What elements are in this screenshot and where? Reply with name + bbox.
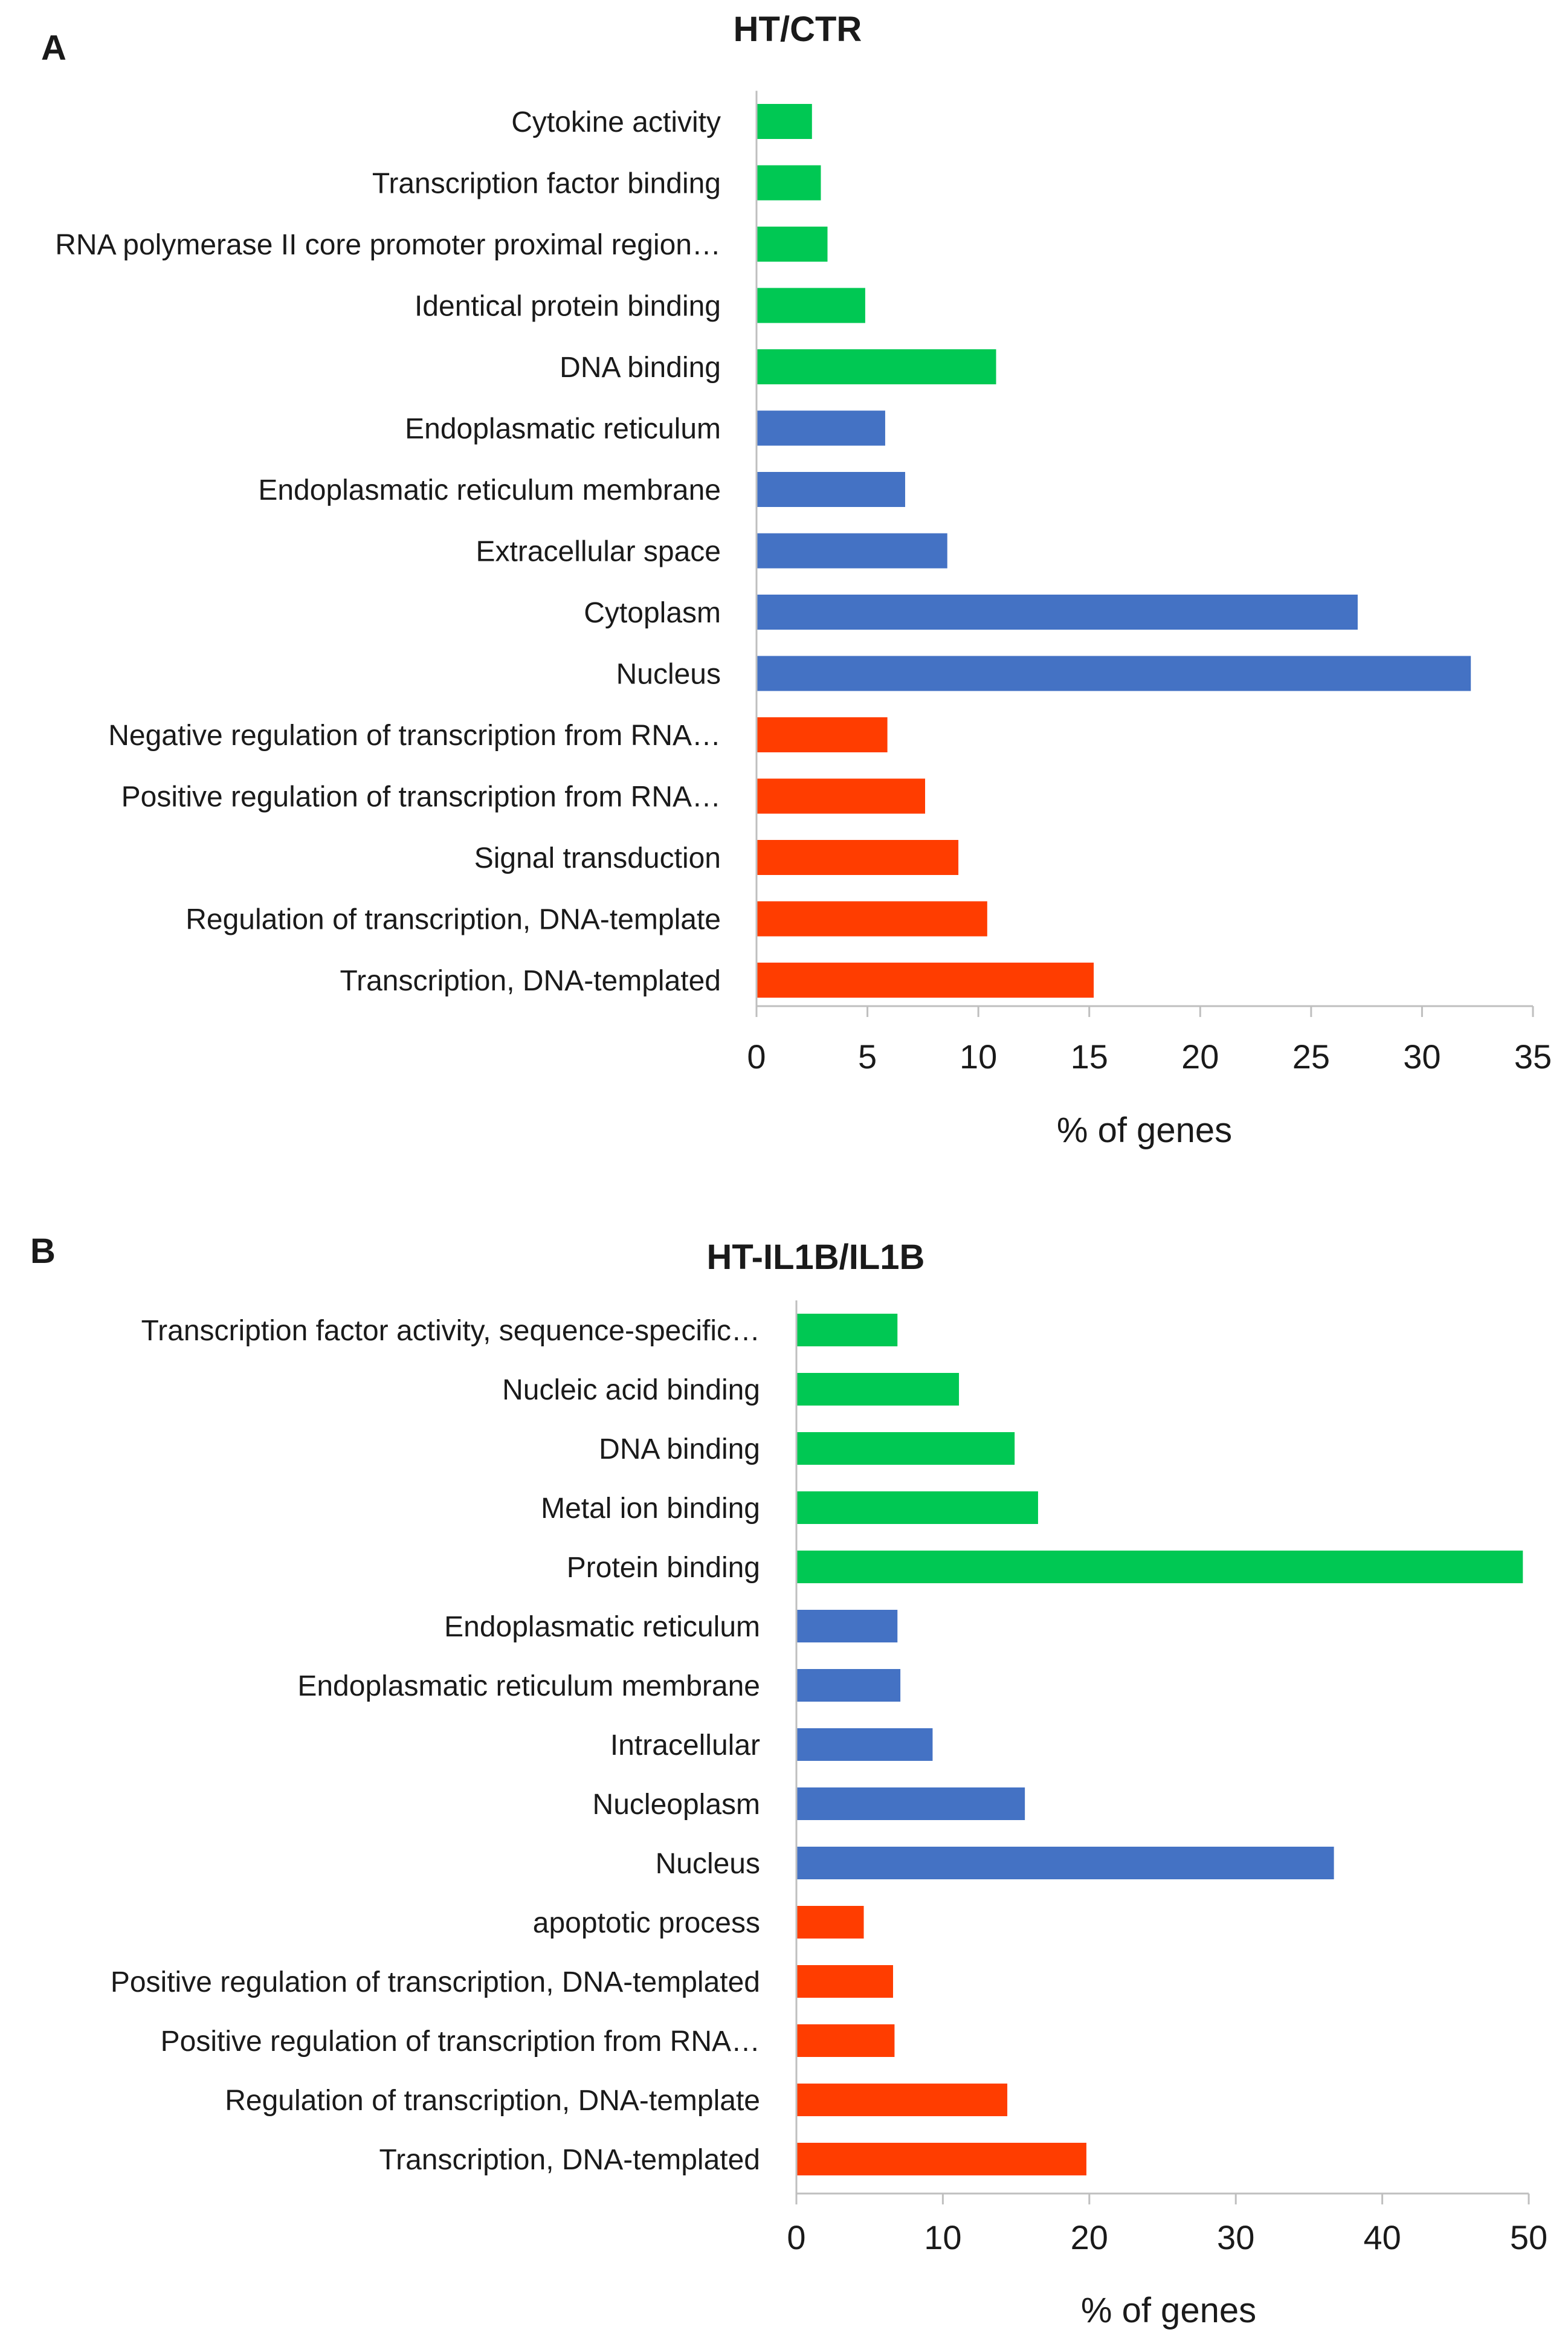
panel-a-x-tick-label: 25 — [1292, 1038, 1330, 1076]
panel-b-bar — [796, 1314, 898, 1346]
panel-a-category-label: Endoplasmatic reticulum — [405, 413, 721, 445]
panel-a-category-label: Identical protein binding — [415, 291, 721, 323]
panel-b-category-label: Nucleus — [656, 1848, 760, 1880]
panel-a-x-tick-label: 10 — [960, 1038, 997, 1076]
panel-b-axes — [795, 1300, 1529, 2195]
panel-a-bar — [757, 165, 821, 201]
panel-b-category-label: Intracellular — [610, 1729, 760, 1761]
panel-a-x-tick-label: 0 — [747, 1038, 766, 1076]
panel-b-x-tick-label: 10 — [924, 2218, 961, 2256]
panel-b-category-label: Endoplasmatic reticulum membrane — [297, 1670, 760, 1702]
panel-b-bar — [796, 1965, 893, 1998]
panel-a-category-label: Cytoplasm — [584, 597, 721, 629]
panel-a-category-label: Cytokine activity — [511, 106, 721, 138]
panel-a-title: HT/CTR — [734, 10, 862, 49]
panel-b-category-label: Transcription, DNA-templated — [379, 2144, 760, 2176]
panel-b-x-ticks: 0 10 20 30 40 50 — [787, 2194, 1547, 2256]
panel-b-bar — [796, 1669, 901, 1702]
panel-b-bar — [796, 2024, 895, 2057]
panel-a-category-label: Signal transduction — [474, 842, 721, 874]
panel-b-category-label: Nucleoplasm — [593, 1789, 760, 1821]
panel-b-bar — [796, 1551, 1523, 1583]
panel-a-bar — [757, 963, 1094, 998]
panel-a-bar — [757, 840, 959, 875]
panel-b-bar — [796, 1432, 1015, 1465]
panel-a-category-label: Negative regulation of transcription fro… — [108, 720, 721, 752]
panel-b-x-tick-label: 30 — [1217, 2218, 1254, 2256]
panel-b-category-label: Endoplasmatic reticulum — [444, 1611, 760, 1643]
panel-b-category-label: Metal ion binding — [541, 1493, 760, 1525]
panel-a-x-tick-label: 35 — [1514, 1038, 1552, 1076]
panel-a-bar — [757, 104, 812, 139]
panel-a-category-label: Regulation of transcription, DNA-templat… — [186, 904, 721, 936]
panel-a-x-tick-label: 20 — [1181, 1038, 1219, 1076]
panel-a-category-label: RNA polymerase II core promoter proximal… — [55, 229, 721, 261]
panel-b-category-labels: Transcription factor activity, sequence-… — [111, 1315, 760, 2176]
panel-a-bar — [757, 717, 888, 752]
panel-b-x-tick-label: 50 — [1510, 2218, 1547, 2256]
panel-b-category-label: Nucleic acid binding — [502, 1374, 760, 1406]
panel-b-category-label: DNA binding — [599, 1433, 760, 1465]
panel-b-bar — [796, 1610, 898, 1642]
panel-a-category-labels: Cytokine activity Transcription factor bi… — [55, 106, 721, 997]
panel-a-category-label: DNA binding — [560, 352, 721, 384]
panel-b-bar — [796, 1906, 864, 1939]
panel-a-x-axis-title: % of genes — [1057, 1111, 1232, 1150]
panel-a-bar — [757, 349, 996, 384]
panel-b-category-label: Positive regulation of transcription fro… — [161, 2026, 760, 2058]
panel-a-bar — [757, 288, 865, 323]
panel-b-bar — [796, 1728, 933, 1761]
panel-b-category-label: Protein binding — [567, 1552, 760, 1584]
panel-b-bar — [796, 1373, 960, 1406]
panel-b-title: HT-IL1B/IL1B — [707, 1238, 925, 1277]
panel-a-bar — [757, 410, 885, 446]
panel-b-bar — [796, 1847, 1334, 1879]
panel-b-bar — [796, 1787, 1025, 1820]
panel-b-category-label: Transcription factor activity, sequence-… — [141, 1315, 760, 1347]
panel-b-bar — [796, 1491, 1038, 1524]
panel-b-x-tick-label: 20 — [1071, 2218, 1108, 2256]
panel-a-bar — [757, 595, 1358, 630]
panel-b-category-label: apoptotic process — [533, 1907, 760, 1939]
panel-b-x-tick-label: 0 — [787, 2218, 805, 2256]
panel-b-bar — [796, 2084, 1008, 2116]
panel-b-x-tick-label: 40 — [1363, 2218, 1401, 2256]
panel-b-bar — [796, 2143, 1086, 2175]
panel-a-letter: A — [41, 28, 66, 68]
panel-a-category-label: Nucleus — [616, 659, 721, 691]
panel-a-bar — [757, 472, 905, 507]
panel-b-category-label: Regulation of transcription, DNA-templat… — [225, 2085, 760, 2117]
panel-b-bars — [796, 1314, 1523, 2175]
panel-b-letter: B — [30, 1232, 56, 1271]
panel-a-category-label: Extracellular space — [476, 536, 721, 568]
panel-a-x-ticks: 0 5 10 15 20 25 30 35 — [747, 1006, 1552, 1076]
panel-a-bar — [757, 227, 828, 262]
panel-a-bar — [757, 901, 987, 937]
panel-a-x-tick-label: 30 — [1403, 1038, 1441, 1076]
panel-a-category-label: Transcription, DNA-templated — [340, 965, 721, 997]
panel-b-x-axis-title: % of genes — [1081, 2291, 1256, 2330]
panel-a-category-label: Transcription factor binding — [372, 168, 721, 200]
panel-a-chart: A HT/CTR % of genes Cytokine activity Tra… — [41, 10, 1552, 1150]
panel-a-category-label: Positive regulation of transcription fro… — [121, 781, 721, 813]
panel-a-bars — [757, 104, 1471, 998]
panel-a-axes — [755, 91, 1533, 1007]
panel-b-category-label: Positive regulation of transcription, DN… — [111, 1966, 760, 1998]
panel-a-bar — [757, 656, 1471, 691]
panel-a-x-tick-label: 15 — [1071, 1038, 1108, 1076]
panel-b-chart: B HT-IL1B/IL1B % of genes Transcription … — [30, 1232, 1547, 2330]
panel-a-bar — [757, 778, 926, 814]
panel-a-category-label: Endoplasmatic reticulum membrane — [258, 474, 721, 506]
panel-a-bar — [757, 533, 947, 569]
panel-a-x-tick-label: 5 — [858, 1038, 877, 1076]
